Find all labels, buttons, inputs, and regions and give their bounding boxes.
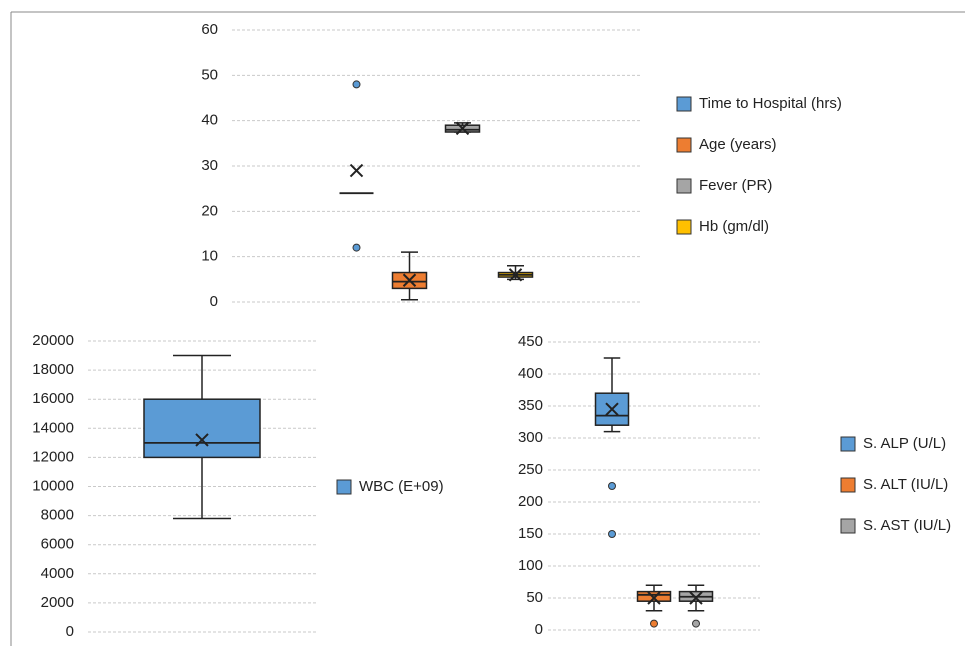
outlier [608, 530, 616, 538]
legend-label: WBC (E+09) [359, 478, 444, 495]
y-tick-label: 6000 [41, 536, 74, 553]
y-tick-label: 4000 [41, 565, 74, 582]
y-tick-label: 60 [201, 21, 218, 38]
y-tick-label: 2000 [41, 594, 74, 611]
y-tick-label: 40 [201, 112, 218, 129]
y-tick-label: 150 [518, 525, 543, 542]
legend-swatch [676, 96, 692, 112]
legend-label: S. ALT (IU/L) [863, 476, 948, 493]
y-tick-label: 0 [210, 293, 218, 310]
outlier [352, 80, 361, 89]
y-tick-label: 0 [66, 623, 74, 640]
y-tick-label: 30 [201, 157, 218, 174]
mean-marker [605, 402, 619, 416]
legend-label: Age (years) [699, 136, 777, 153]
legend-swatch [676, 178, 692, 194]
y-tick-label: 20000 [32, 332, 74, 349]
mean-marker [195, 433, 209, 447]
legend-label: Fever (PR) [699, 177, 772, 194]
box-plot [143, 354, 261, 520]
legend-label: Hb (gm/dl) [699, 218, 769, 235]
y-tick-label: 450 [518, 333, 543, 350]
y-tick-label: 12000 [32, 448, 74, 465]
y-tick-label: 10000 [32, 477, 74, 494]
legend-swatch [840, 436, 856, 452]
y-tick-label: 8000 [41, 507, 74, 524]
box-plot [391, 251, 428, 301]
y-tick-label: 14000 [32, 419, 74, 436]
box-plot [678, 584, 714, 628]
mean-marker [508, 268, 523, 282]
outlier [692, 619, 700, 628]
y-tick-label: 400 [518, 365, 543, 382]
legend-swatch [840, 477, 856, 493]
box-plot [444, 121, 481, 136]
y-tick-label: 300 [518, 429, 543, 446]
legend-swatch [840, 518, 856, 534]
box [636, 590, 672, 602]
outlier [650, 619, 658, 628]
y-tick-label: 18000 [32, 361, 74, 378]
box-plot [497, 264, 534, 282]
y-tick-label: 10 [201, 248, 218, 265]
legend-swatch [676, 137, 692, 153]
box [143, 398, 261, 459]
box-plot [594, 357, 630, 538]
y-tick-label: 20 [201, 202, 218, 219]
legend-label: Time to Hospital (hrs) [699, 95, 842, 112]
y-tick-label: 0 [535, 621, 543, 638]
outlier [608, 482, 616, 490]
box-plot [636, 584, 672, 628]
mean-marker [349, 163, 364, 178]
y-tick-label: 50 [201, 66, 218, 83]
y-tick-label: 350 [518, 397, 543, 414]
mean-marker [455, 121, 470, 136]
y-tick-label: 250 [518, 461, 543, 478]
box-plot [339, 80, 374, 252]
outlier [352, 243, 361, 252]
mean-marker [689, 591, 703, 605]
legend-label: S. ALP (U/L) [863, 435, 946, 452]
y-tick-label: 16000 [32, 390, 74, 407]
legend-swatch [336, 479, 352, 495]
legend-label: S. AST (IU/L) [863, 517, 951, 534]
y-tick-label: 200 [518, 493, 543, 510]
y-tick-label: 50 [526, 589, 543, 606]
mean-marker [647, 591, 661, 605]
mean-marker [402, 273, 417, 287]
legend-swatch [676, 219, 692, 235]
y-tick-label: 100 [518, 557, 543, 574]
